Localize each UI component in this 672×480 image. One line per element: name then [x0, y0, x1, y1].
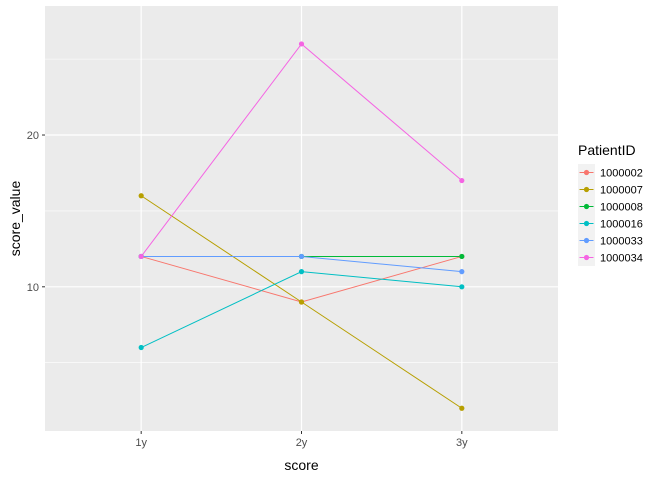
- legend-label-1000002: 1000002: [600, 168, 643, 180]
- data-point-1000016-2y: [298, 269, 305, 275]
- data-point-1000007-2y: [298, 299, 305, 305]
- data-point-1000016-1y: [138, 344, 144, 351]
- data-point-1000034-1y: [138, 253, 144, 260]
- legend: PatientID 1000002 1000007 1000008 1000016 10…: [578, 142, 643, 266]
- x-tick-label: 2y: [296, 437, 308, 449]
- y-axis-title: score_value: [7, 181, 23, 257]
- legend-title: PatientID: [578, 142, 636, 158]
- y-tick-label: 20: [27, 130, 39, 142]
- x-tick-label: 3y: [456, 437, 468, 449]
- data-point-1000008-3y: [459, 253, 465, 260]
- y-tick-label: 10: [27, 282, 39, 294]
- legend-label-1000007: 1000007: [600, 185, 643, 197]
- series-points: [138, 41, 465, 411]
- major-gridlines: [45, 6, 558, 431]
- legend-key-point-1000034: [583, 254, 590, 261]
- legend-key-point-1000033: [583, 237, 590, 244]
- legend-label-1000033: 1000033: [600, 236, 643, 248]
- y-axis: 10 20: [27, 130, 45, 294]
- data-point-1000034-2y: [298, 41, 305, 47]
- x-tick-label: 1y: [135, 437, 147, 449]
- data-point-1000007-3y: [459, 405, 465, 411]
- legend-label-1000008: 1000008: [600, 202, 643, 214]
- legend-key-point-1000008: [583, 203, 590, 210]
- legend-key-point-1000002: [583, 169, 590, 176]
- data-point-1000034-3y: [459, 177, 465, 184]
- x-axis-title: score: [284, 457, 318, 473]
- data-point-1000033-2y: [298, 253, 305, 260]
- legend-label-1000016: 1000016: [600, 219, 643, 231]
- data-point-1000016-3y: [459, 284, 465, 290]
- data-point-1000007-1y: [138, 193, 144, 199]
- x-axis: 1y 2y 3y: [135, 431, 468, 449]
- data-point-1000033-3y: [459, 269, 465, 275]
- legend-key-point-1000016: [583, 220, 590, 227]
- legend-label-1000034: 1000034: [600, 253, 643, 265]
- legend-key-point-1000007: [583, 186, 590, 193]
